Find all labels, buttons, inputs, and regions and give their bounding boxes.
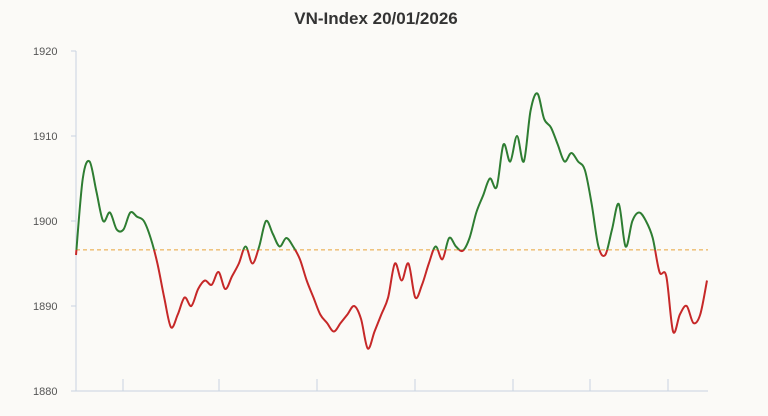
- index-line-down: [75, 249, 708, 350]
- chart-title: VN-Index 20/01/2026: [294, 9, 458, 28]
- index-line-up: [75, 92, 657, 250]
- y-tick-label: 1900: [33, 216, 57, 228]
- y-tick-label: 1880: [33, 386, 57, 398]
- y-tick-label: 1920: [33, 46, 57, 58]
- y-tick-label: 1910: [33, 131, 57, 143]
- y-tick-label: 1890: [33, 301, 57, 313]
